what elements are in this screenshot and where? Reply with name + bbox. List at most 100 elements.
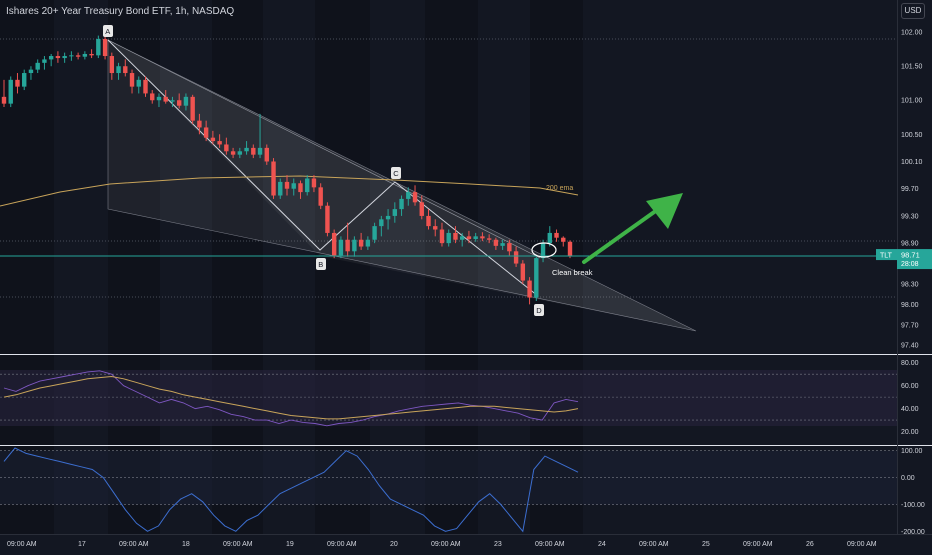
candle-body: [331, 232, 337, 256]
clean-break-label: Clean break: [552, 268, 593, 277]
pattern-point-marker: [316, 258, 326, 270]
price-tick-label: 98.30: [901, 281, 919, 288]
rsi-tick-label: 80.00: [901, 360, 919, 367]
price-badge-countdown: 28:08: [901, 261, 919, 268]
candle-body: [123, 66, 128, 74]
candle-body: [203, 127, 209, 138]
candle-body: [507, 243, 512, 252]
candle-body: [143, 79, 148, 94]
time-tick-label: 25: [702, 541, 710, 548]
candle-body: [156, 96, 162, 101]
pattern-point-label: D: [536, 306, 542, 315]
time-tick-label: 24: [598, 541, 606, 548]
price-tick-label: 98.90: [901, 241, 919, 248]
candle-body: [486, 238, 492, 240]
time-tick-label: 20: [390, 541, 398, 548]
candle-body: [379, 219, 384, 227]
candle-body: [392, 209, 398, 216]
pattern-point-label: B: [318, 260, 323, 269]
price-tick-label: 97.40: [901, 343, 919, 350]
candle-body: [176, 100, 182, 106]
candle-body: [439, 229, 445, 244]
price-tick-label: 97.70: [901, 322, 919, 329]
candle-body: [230, 151, 236, 155]
wedge-inner: [108, 40, 696, 331]
candle-body: [197, 120, 202, 128]
time-tick-label: 09:00 AM: [431, 541, 461, 548]
price-tick-label: 101.00: [901, 98, 923, 105]
candle-body: [217, 141, 222, 145]
pattern-point-marker: [103, 25, 113, 37]
candle-body: [399, 198, 404, 210]
candle-body: [35, 62, 40, 70]
ema-label: 200 ema: [546, 185, 573, 192]
price-tick-label: 101.50: [901, 64, 923, 71]
price-badge: [897, 249, 932, 270]
rsi-tick-label: 40.00: [901, 406, 919, 413]
candle-body: [426, 215, 431, 227]
bullish-arrow-head: [646, 193, 683, 229]
candle-body: [318, 187, 323, 206]
price-tick-label: 100.50: [901, 132, 923, 139]
candle-body: [136, 79, 141, 87]
candle-body: [345, 239, 350, 252]
candle-body: [55, 56, 61, 59]
rsi-ma-line: [3, 375, 579, 420]
candle-body: [325, 205, 330, 233]
price-tick-label: 98.00: [901, 302, 919, 309]
candle-body: [163, 96, 168, 102]
candle-body: [453, 232, 458, 240]
candle-body: [540, 243, 546, 259]
pattern-point-marker: [534, 304, 544, 316]
candle-body: [28, 69, 34, 74]
candle-body: [284, 181, 290, 189]
candle-body: [567, 241, 573, 257]
candle-body: [480, 236, 485, 239]
time-tick-label: 23: [494, 541, 502, 548]
price-badge-value: 98.71: [901, 251, 920, 260]
candle-body: [183, 96, 189, 106]
candle-body: [75, 55, 81, 57]
time-tick-label: 26: [806, 541, 814, 548]
cci-tick-label: 100.00: [901, 448, 923, 455]
abcd-pattern: [107, 39, 539, 297]
candle-body: [291, 183, 296, 189]
chart-title: Ishares 20+ Year Treasury Bond ETF, 1h, …: [6, 6, 235, 17]
cci-tick-label: -200.00: [901, 529, 925, 536]
candle-body: [89, 53, 94, 56]
candle-body: [96, 39, 101, 56]
candle-body: [129, 73, 135, 87]
ema-200-line: [0, 175, 579, 207]
time-tick-label: 09:00 AM: [223, 541, 253, 548]
candle-body: [352, 239, 357, 252]
candle-body: [170, 100, 175, 102]
time-tick-label: 09:00 AM: [327, 541, 357, 548]
candle-body: [237, 151, 243, 155]
candle-body: [190, 96, 195, 121]
candle-body: [271, 161, 276, 196]
candle-body: [547, 232, 552, 244]
candle-body: [305, 178, 310, 193]
candle-body: [109, 56, 115, 74]
time-tick-label: 09:00 AM: [535, 541, 565, 548]
candle-body: [210, 137, 216, 142]
pattern-point-label: A: [105, 27, 110, 36]
currency-button[interactable]: USD: [901, 3, 925, 19]
candle-body: [406, 192, 411, 199]
candle-body: [338, 239, 344, 256]
cci-tick-label: -100.00: [901, 502, 925, 509]
pattern-point-label: C: [393, 169, 399, 178]
candle-body: [116, 66, 121, 74]
time-tick-label: 09:00 AM: [743, 541, 773, 548]
break-ellipse: [531, 242, 557, 258]
price-tick-label: 99.70: [901, 186, 919, 193]
candle-body: [561, 237, 566, 242]
candle-body: [473, 236, 478, 240]
time-tick-label: 09:00 AM: [847, 541, 877, 548]
candle-body: [264, 147, 269, 162]
candle-body: [298, 183, 303, 193]
symbol-badge-text: TLT: [880, 253, 893, 260]
pattern-point-marker: [391, 167, 401, 179]
